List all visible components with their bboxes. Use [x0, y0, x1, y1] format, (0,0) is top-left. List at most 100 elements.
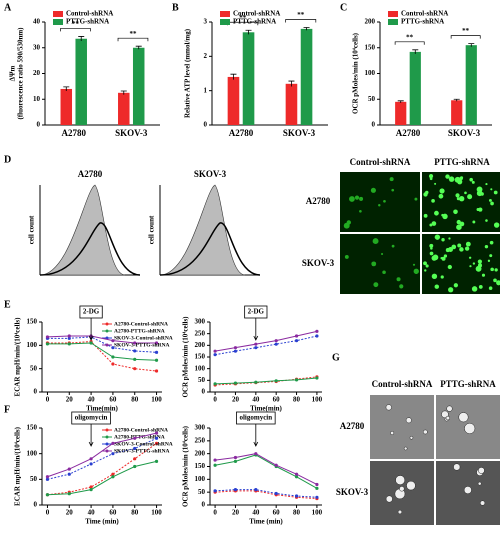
- cell: [456, 197, 460, 201]
- y-axis-label: cell count: [28, 215, 36, 244]
- y-tick-label: 200: [195, 341, 206, 349]
- cell: [343, 222, 350, 229]
- series-line: [47, 442, 157, 496]
- cell: [481, 273, 486, 277]
- point: [213, 489, 217, 493]
- y-tick-label: 10: [33, 95, 41, 103]
- cell: [429, 223, 433, 227]
- cell: [469, 265, 472, 268]
- y-tick-label: 0: [204, 121, 208, 129]
- y-axis-label: OCR pMoles/min (10⁴cells): [182, 425, 190, 507]
- point: [294, 334, 299, 338]
- cell: [371, 261, 377, 267]
- cell: [423, 192, 428, 197]
- vesicle: [464, 422, 476, 434]
- point: [294, 378, 299, 382]
- cell: [434, 234, 441, 240]
- cell: [490, 267, 494, 272]
- cell: [359, 209, 362, 213]
- legend-label: SKOV-3-Control-shRNA: [114, 335, 173, 341]
- point: [233, 381, 238, 385]
- point: [133, 457, 137, 461]
- point: [111, 452, 115, 456]
- x-tick-label: 20: [232, 509, 240, 517]
- cell: [383, 199, 386, 203]
- y-tick-label: 50: [198, 488, 206, 496]
- micrograph: [370, 395, 434, 459]
- cell: [457, 179, 463, 185]
- error-bar: [412, 49, 419, 54]
- vesicle: [409, 435, 414, 440]
- series-line: [215, 330, 318, 352]
- point: [111, 472, 115, 476]
- y-tick-label: 50: [198, 376, 206, 384]
- cell: [467, 194, 473, 200]
- cell: [439, 188, 445, 194]
- micrograph: [340, 172, 420, 232]
- significance: **: [406, 33, 414, 41]
- cell: [442, 213, 448, 220]
- cell: [391, 188, 395, 192]
- y-tick-label: 250: [195, 436, 206, 444]
- y-tick-label: 50: [368, 95, 376, 103]
- point: [111, 475, 115, 479]
- vesicle: [445, 415, 451, 421]
- series-line: [215, 377, 317, 385]
- bar: [300, 28, 313, 125]
- legend-marker: [105, 322, 109, 326]
- cell: [447, 264, 452, 270]
- legend-label: PTTG-shRNA: [401, 18, 444, 26]
- panel-letter: C: [340, 2, 347, 13]
- cell: [429, 251, 434, 256]
- x-tick-label: 60: [273, 396, 281, 404]
- x-axis-label: Time(min): [250, 405, 282, 413]
- micrograph: [422, 234, 500, 294]
- cell: [493, 278, 497, 283]
- cell: [344, 254, 349, 259]
- y-tick-label: 0: [37, 121, 41, 129]
- cell: [434, 284, 440, 289]
- cell: [476, 207, 480, 212]
- column-label: Control-shRNA: [350, 157, 411, 167]
- y-axis-label: cell count: [148, 215, 156, 244]
- significance: **: [72, 20, 80, 28]
- point: [213, 353, 217, 357]
- cell: [414, 197, 418, 201]
- point: [213, 349, 217, 353]
- annotation-arrow: [88, 318, 94, 341]
- point: [111, 441, 115, 445]
- legend-marker: [105, 343, 109, 347]
- cell: [429, 177, 433, 181]
- y-tick-label: 150: [27, 318, 38, 326]
- cell: [412, 263, 416, 266]
- cell: [425, 264, 429, 268]
- point: [111, 339, 115, 343]
- y-tick-label: 200: [195, 449, 206, 457]
- x-tick-label: 100: [312, 509, 323, 517]
- cell: [455, 193, 460, 198]
- x-tick-label: A2780: [396, 128, 421, 138]
- vesicle: [478, 467, 485, 474]
- cell: [443, 254, 448, 258]
- error-bar: [63, 86, 70, 92]
- y-axis-label: OCR pMoles/min (10⁴cells): [352, 32, 360, 114]
- significance: **: [462, 27, 470, 35]
- vesicle: [385, 404, 392, 411]
- y-tick-label: 50: [30, 364, 38, 372]
- legend-marker: [105, 329, 109, 333]
- y-tick-label: 100: [27, 449, 38, 457]
- legend-label: PTTG-shRNA: [233, 18, 276, 26]
- legend-label: Control-shRNA: [66, 10, 113, 18]
- cell: [496, 280, 500, 286]
- point: [233, 459, 238, 463]
- series-line: [47, 341, 157, 372]
- legend-swatch: [220, 19, 230, 25]
- cell: [487, 259, 491, 262]
- y-tick-label: 50: [30, 475, 38, 483]
- cell: [453, 283, 459, 288]
- y-tick-label: 100: [27, 341, 38, 349]
- x-axis-label: Time (min): [249, 518, 283, 526]
- legend-label: A2780-Control-shRNA: [114, 321, 168, 327]
- bar: [409, 51, 421, 126]
